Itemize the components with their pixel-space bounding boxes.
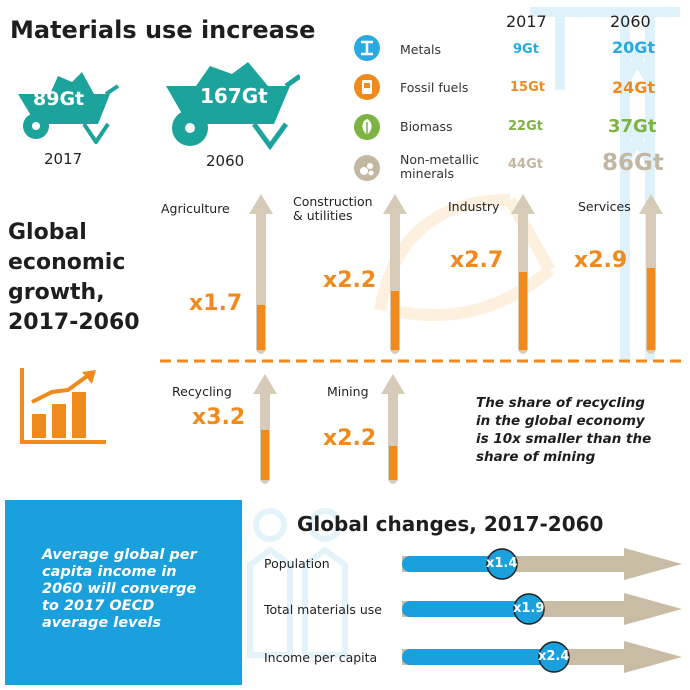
income-note-line-2: capita income in <box>42 564 177 580</box>
metals-2060-value: 20Gt <box>612 38 656 57</box>
fossil-2060-value: 24Gt <box>612 78 656 97</box>
growth-title-line-1: Global <box>8 220 87 245</box>
people-watermark-icon <box>247 508 348 658</box>
industry-arrow <box>511 194 535 354</box>
mining-arrow <box>381 374 405 484</box>
materials-row-minerals-label-2: minerals <box>400 166 455 181</box>
recycling-note: The share of recycling in the global eco… <box>476 394 651 466</box>
materials-row-metals-label: Metals <box>400 42 442 57</box>
sector-industry-label: Industry <box>448 199 500 214</box>
income-per-capita-label: Income per capita <box>264 650 378 665</box>
mining-multiplier: x2.2 <box>323 426 377 451</box>
agriculture-multiplier: x1.7 <box>189 291 243 316</box>
wheelbarrow-2060-icon <box>166 62 300 150</box>
materials-multiplier: x1.9 <box>513 601 545 616</box>
materials-year-2060: 2060 <box>610 12 651 31</box>
population-marker <box>486 548 518 580</box>
sector-construction-label-2: & utilities <box>293 208 353 223</box>
agriculture-level-fill <box>257 305 265 350</box>
sector-construction-label-1: Construction <box>293 194 373 209</box>
population-multiplier: x1.4 <box>486 556 518 571</box>
minerals-2017-value: 44Gt <box>508 157 543 172</box>
income-bar-fill <box>402 649 554 665</box>
income-note-line-5: average levels <box>42 615 161 631</box>
income-note-line-4: to 2017 OECD <box>42 598 155 614</box>
income-marker <box>538 641 570 673</box>
growth-chart-icon <box>20 368 106 444</box>
growth-title-line-3: growth, <box>8 280 105 305</box>
sector-services-label: Services <box>578 199 631 214</box>
agriculture-arrow <box>249 194 273 354</box>
wheelbarrow-2060-year: 2060 <box>206 152 245 170</box>
recycling-note-line-1: The share of recycling <box>476 395 645 411</box>
services-level-fill <box>647 268 655 350</box>
materials-marker <box>513 593 545 625</box>
global-changes-bars <box>402 548 682 673</box>
growth-title-line-4: 2017-2060 <box>8 310 140 335</box>
leaf-icon <box>354 114 380 140</box>
mining-level-fill <box>389 446 397 480</box>
wheelbarrow-2017-icon <box>18 72 120 144</box>
materials-year-2017: 2017 <box>506 12 547 31</box>
income-note: Average global per capita income in 2060… <box>42 547 232 632</box>
sector-recycling-label: Recycling <box>172 384 232 399</box>
sector-mining-label: Mining <box>327 384 369 399</box>
materials-row-biomass-label: Biomass <box>400 119 453 134</box>
income-box <box>5 500 242 685</box>
total-materials-label: Total materials use <box>264 602 382 617</box>
recycling-note-line-3: is 10x smaller than the <box>476 431 652 447</box>
industry-multiplier: x2.7 <box>450 248 504 273</box>
wheelbarrow-2017-value: 89Gt <box>33 88 85 110</box>
recycling-multiplier: x3.2 <box>192 405 246 430</box>
recycling-arrow <box>253 374 277 484</box>
dashed-divider <box>160 359 685 363</box>
industry-level-fill <box>519 272 527 350</box>
biomass-2060-value: 37Gt <box>608 116 657 137</box>
growth-title-line-2: economic <box>8 250 126 275</box>
crane-watermark-icon <box>530 7 680 360</box>
income-note-line-3: 2060 will converge <box>42 581 197 597</box>
construction-level-fill <box>391 291 399 350</box>
services-multiplier: x2.9 <box>574 248 628 273</box>
wheelbarrow-2060-value: 167Gt <box>200 84 268 108</box>
recycling-note-line-2: in the global economy <box>476 413 645 429</box>
income-note-line-1: Average global per <box>42 547 197 563</box>
income-multiplier: x2.4 <box>538 649 570 664</box>
construction-multiplier: x2.2 <box>323 268 377 293</box>
materials-row-minerals-label-1: Non-metallic <box>400 152 480 167</box>
materials-row-fossil-label: Fossil fuels <box>400 80 469 95</box>
global-changes-title: Global changes, 2017-2060 <box>297 512 604 536</box>
services-arrow <box>639 194 663 354</box>
recycling-note-line-4: share of mining <box>476 449 596 465</box>
metals-2017-value: 9Gt <box>513 42 539 57</box>
construction-arrow <box>383 194 407 354</box>
rocks-icon <box>354 155 380 181</box>
minerals-2060-value: 86Gt <box>602 150 664 176</box>
growth-title: Global economic growth, 2017-2060 <box>8 218 140 338</box>
sector-agriculture-label: Agriculture <box>161 201 230 216</box>
metal-beam-icon <box>354 35 380 61</box>
fuel-icon <box>354 74 380 100</box>
fossil-2017-value: 15Gt <box>510 80 545 95</box>
biomass-2017-value: 22Gt <box>508 119 543 134</box>
population-bar-fill <box>402 556 502 572</box>
recycling-level-fill <box>261 430 269 480</box>
population-label: Population <box>264 556 330 571</box>
materials-bar-fill <box>402 601 529 617</box>
page-title: Materials use increase <box>10 16 316 44</box>
wheelbarrow-2017-year: 2017 <box>44 150 83 168</box>
